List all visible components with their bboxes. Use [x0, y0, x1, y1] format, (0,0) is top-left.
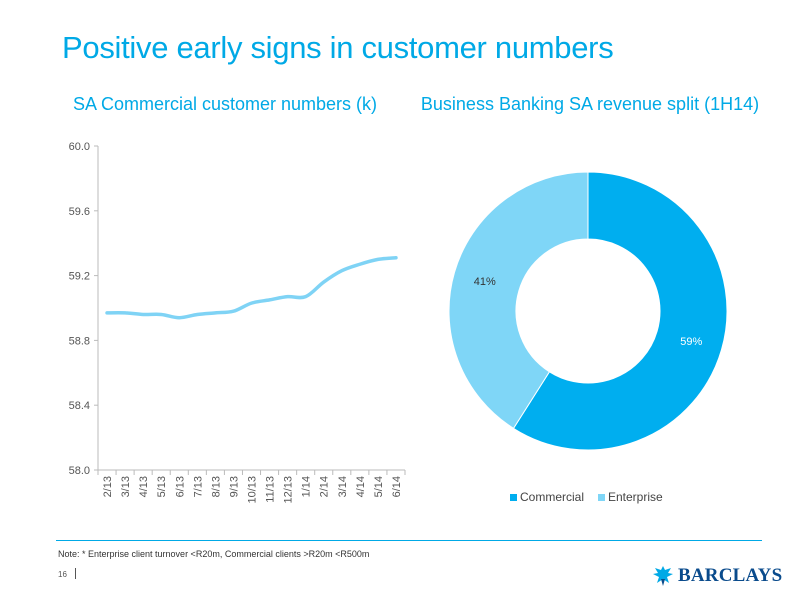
y-tick-label: 58.4 [69, 400, 90, 412]
x-tick-label: 3/13 [120, 476, 132, 497]
footnote: Note: * Enterprise client turnover <R20m… [58, 549, 370, 559]
slice-enterprise [448, 171, 589, 430]
y-tick-label: 58.0 [69, 465, 90, 477]
y-tick-label: 60.0 [69, 141, 90, 153]
x-tick-label: 2/13 [102, 476, 114, 497]
slice-commercial [512, 171, 728, 451]
x-tick-label: 11/13 [265, 476, 277, 503]
y-tick-label: 59.6 [69, 206, 90, 218]
series-line [105, 256, 398, 320]
x-tick-label: 2/14 [319, 476, 331, 497]
slice-label: 59% [680, 336, 702, 348]
x-tick-label: 6/13 [174, 476, 186, 497]
page-number: 16 [58, 570, 67, 579]
x-tick-label: 1/14 [301, 476, 313, 497]
x-tick-label: 8/13 [210, 476, 222, 497]
x-tick-label: 5/13 [156, 476, 168, 497]
line-chart-title: SA Commercial customer numbers (k) [72, 94, 378, 114]
x-tick-label: 6/14 [391, 476, 403, 497]
x-tick-label: 3/14 [337, 476, 349, 497]
y-tick-label: 58.8 [69, 335, 90, 347]
legend-entry: Commercial [520, 490, 584, 504]
legend-entry: Enterprise [608, 490, 663, 504]
pie-chart-title: Business Banking SA revenue split (1H14) [420, 94, 760, 114]
x-tick-label: 5/14 [373, 476, 385, 497]
x-tick-label: 12/13 [283, 476, 295, 504]
footer-divider [56, 540, 762, 541]
y-tick-label: 59.2 [69, 271, 90, 283]
slide-title: Positive early signs in customer numbers [62, 30, 614, 65]
x-tick-label: 4/14 [355, 476, 367, 497]
x-tick-label: 7/13 [192, 476, 204, 497]
x-tick-label: 4/13 [138, 476, 150, 497]
x-tick-label: 9/13 [228, 476, 240, 497]
legend-swatch [510, 494, 517, 501]
x-tick-label: 10/13 [247, 476, 259, 504]
legend-swatch [598, 494, 605, 501]
barclays-logo: BARCLAYS [652, 563, 782, 589]
eagle-icon [653, 566, 673, 586]
page-separator [75, 568, 76, 579]
slice-label: 41% [474, 276, 496, 288]
brand-name: BARCLAYS [678, 565, 783, 586]
